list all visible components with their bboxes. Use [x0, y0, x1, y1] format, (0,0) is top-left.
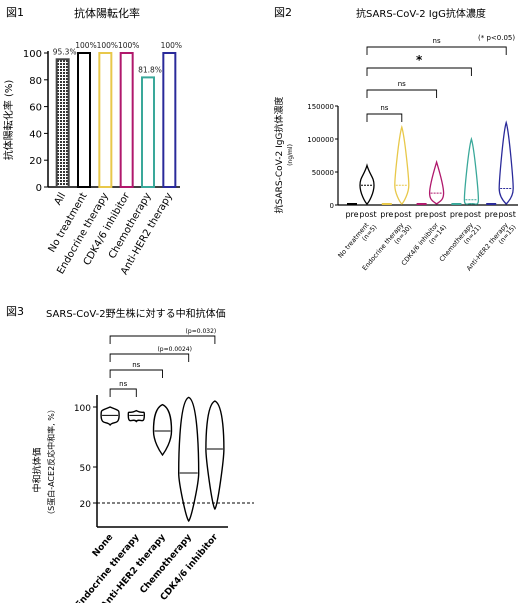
fig3-significance-label: ns	[132, 361, 140, 369]
fig3-y-axis-label: 中和抗体価	[31, 447, 43, 492]
fig3-significance-bracket	[109, 335, 216, 344]
fig3-significance-bracket	[109, 353, 190, 362]
fig2-post-label: post	[464, 210, 481, 219]
fig1-y-tick-label: 40	[29, 129, 42, 140]
fig3-violin	[127, 409, 146, 423]
fig2-post-label: post	[429, 210, 446, 219]
fig3-title: SARS-CoV-2野生株に対する中和抗体価	[46, 309, 226, 320]
fig3-x-tick-label: None	[91, 533, 116, 560]
fig1-bar-value-label: 100%	[97, 41, 118, 50]
fig1-bar	[119, 52, 134, 188]
fig3-y-tick-label: 50	[80, 464, 92, 474]
fig2-significance-bracket	[366, 46, 507, 55]
fig1-bar	[55, 58, 70, 189]
fig2-y-axis-label: 抗SARS-CoV-2 IgG抗体濃度	[273, 97, 285, 214]
fig3-violin	[205, 400, 225, 511]
fig2-significance-label: ns	[398, 80, 406, 88]
fig2-significance-label: ns	[380, 104, 388, 112]
fig2-pre-label: pre	[345, 210, 358, 219]
fig1-y-tick-label: 100	[23, 49, 42, 60]
fig3-significance-bracket	[109, 388, 137, 397]
fig3-significance-label: ns	[119, 380, 127, 388]
fig2-significance-label: ns	[433, 37, 441, 45]
fig1-label: 図1	[6, 6, 24, 19]
fig2-pre-label: pre	[415, 210, 428, 219]
fig1-title: 抗体陽転化率	[74, 7, 140, 20]
fig1-y-tick-label: 80	[29, 76, 42, 87]
fig1-bar	[77, 52, 91, 188]
fig2-post-violin	[428, 159, 445, 205]
fig3-violin	[100, 406, 120, 427]
fig2-significance-note: (* p<0.05)	[478, 34, 515, 42]
fig1-x-tick-label: All	[53, 191, 69, 207]
fig2-pre-label: pre	[450, 210, 463, 219]
fig2-post-violin	[498, 120, 514, 205]
fig2-post-violin	[394, 124, 410, 205]
fig2-y-tick-label: 100000	[307, 136, 334, 144]
fig1-bar	[162, 52, 177, 188]
fig1-bar	[98, 52, 113, 188]
fig2-significance-bracket	[366, 113, 403, 122]
fig3-y-tick-label: 20	[80, 500, 92, 510]
fig1-bar-value-label: 81.8%	[138, 65, 162, 74]
fig2-significance-label: *	[416, 53, 423, 67]
fig2-post-label: post	[394, 210, 411, 219]
fig3-significance-label: (p=0.0024)	[157, 346, 192, 353]
fig2-pre-label: pre	[380, 210, 393, 219]
fig3-y-tick-label: 100	[74, 404, 91, 414]
fig2-label: 図2	[274, 6, 292, 19]
fig1-bar-value-label: 100%	[118, 41, 139, 50]
fig2-y-tick-label: 50000	[312, 169, 334, 177]
fig3-violin	[152, 403, 173, 457]
fig1-y-tick-label: 0	[36, 183, 42, 194]
fig3-violin	[177, 396, 200, 523]
fig1-bar	[141, 76, 155, 188]
fig2-significance-bracket	[366, 67, 472, 76]
fig2-y-tick-label: 150000	[307, 103, 334, 111]
fig2-y-tick-label: 0	[330, 202, 334, 210]
fig3-label: 図3	[6, 305, 24, 318]
fig3-significance-bracket	[109, 369, 163, 378]
fig2-pre-label: pre	[485, 210, 498, 219]
fig2-post-label: post	[359, 210, 376, 219]
fig3-significance-label: (p=0.032)	[186, 328, 217, 335]
fig2-post-label: post	[499, 210, 516, 219]
fig2-post-violin	[463, 136, 480, 205]
fig1-y-tick-label: 20	[29, 156, 42, 167]
fig1-y-axis-label: 抗体陽転化率 (%)	[2, 80, 15, 161]
fig1-bar-value-label: 95.3%	[53, 47, 77, 56]
fig2-significance-bracket	[366, 89, 438, 98]
fig3-y-axis-label-2: （S蛋白-ACE2反応中和率, %）	[46, 405, 56, 519]
fig1-y-tick-label: 60	[29, 103, 42, 114]
fig2-title: 抗SARS-CoV-2 IgG抗体濃度	[356, 9, 486, 20]
fig2-post-violin	[359, 163, 375, 205]
fig1-bar-value-label: 100%	[161, 41, 182, 50]
fig2-y-axis-unit: (ng/ml)	[287, 144, 294, 166]
fig1-bar-value-label: 100%	[75, 41, 96, 50]
